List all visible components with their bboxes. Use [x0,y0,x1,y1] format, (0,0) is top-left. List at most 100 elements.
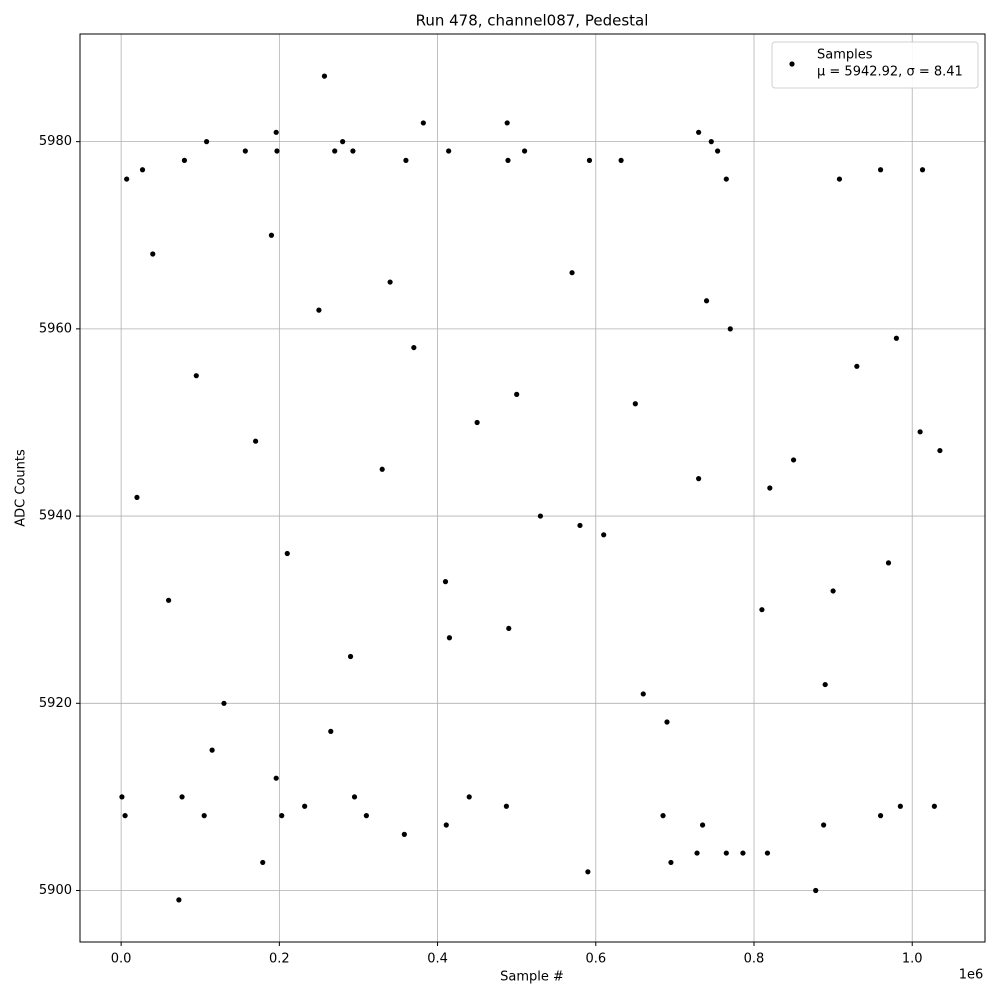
x-tick-label: 0.8 [744,952,765,967]
data-point [601,532,607,538]
data-point [379,466,385,472]
data-point [351,794,358,800]
data-point [569,270,575,276]
data-point [321,73,328,79]
data-point [830,588,836,594]
data-point [193,373,199,379]
data-point [727,326,733,332]
data-point [893,335,899,341]
data-point [411,344,417,351]
data-point [340,139,346,145]
legend-label: Samples [817,48,873,63]
data-point [284,550,290,557]
data-point [723,850,729,856]
data-point [723,176,729,182]
data-point [302,803,308,809]
data-point [268,232,275,238]
data-point [420,120,426,126]
data-point [885,560,892,566]
data-point [403,157,409,163]
data-point [537,513,544,519]
data-point [209,747,215,753]
legend-stats: μ = 5942.92, σ = 8.41 [817,65,963,80]
data-point [347,653,354,660]
data-point [764,850,771,856]
data-point [514,391,520,397]
y-tick-label: 5960 [39,321,72,336]
y-tick-label: 5900 [39,883,72,898]
data-point [504,120,510,126]
data-point [521,148,528,154]
data-point [585,869,591,875]
data-point [139,167,146,173]
data-point [668,859,674,866]
data-point [632,401,638,407]
x-axis-label: Sample # [500,970,564,985]
data-point [854,363,860,369]
chart-title: Run 478, channel087, Pedestal [416,12,649,30]
data-point [446,148,452,154]
data-point [119,794,125,800]
data-point [640,691,646,697]
data-point [660,813,666,819]
data-point [822,681,828,688]
data-point [274,148,280,154]
data-point [316,307,322,313]
legend-marker [789,61,795,67]
data-point [474,419,480,426]
legend-box [771,41,979,89]
data-point [179,794,185,800]
data-point [664,719,670,725]
data-point [618,157,624,163]
data-point [937,447,943,454]
data-point [443,822,449,828]
data-point [166,597,172,603]
data-point [150,251,156,257]
data-point [696,129,702,135]
data-point [332,148,338,154]
data-point [836,176,843,182]
data-point [586,157,593,163]
data-point [931,803,937,809]
plot-frame [79,33,986,943]
data-point [759,607,765,613]
data-point [221,700,227,706]
data-point [577,522,583,529]
y-axis-label: ADC Counts [14,449,29,527]
data-point [203,139,210,145]
x-offset-label: 1e6 [959,968,984,983]
data-point [740,850,746,856]
data-point [694,850,700,856]
data-point [124,176,130,182]
data-point [181,157,188,163]
data-point [201,813,207,819]
data-point [242,148,248,154]
data-point [699,822,706,828]
x-tick-label: 0.6 [585,952,606,967]
data-point [708,139,714,145]
x-tick-label: 0.0 [111,952,132,967]
data-point [821,822,827,828]
data-point [503,803,509,809]
data-point [715,148,721,154]
data-point [260,859,266,866]
x-tick-label: 1.0 [902,952,923,967]
data-point [505,157,511,163]
data-point [134,494,140,500]
data-point [790,457,797,463]
y-tick-label: 5940 [39,509,72,524]
data-point [703,298,710,304]
data-point [442,579,449,585]
data-point [350,148,356,154]
data-point [176,897,182,903]
y-tick-label: 5920 [39,696,72,711]
data-point [897,803,903,809]
data-point [401,831,407,837]
data-point [813,887,819,894]
data-point [506,625,512,632]
x-tick-label: 0.4 [427,952,448,967]
data-point [446,635,453,641]
data-point [363,813,369,819]
